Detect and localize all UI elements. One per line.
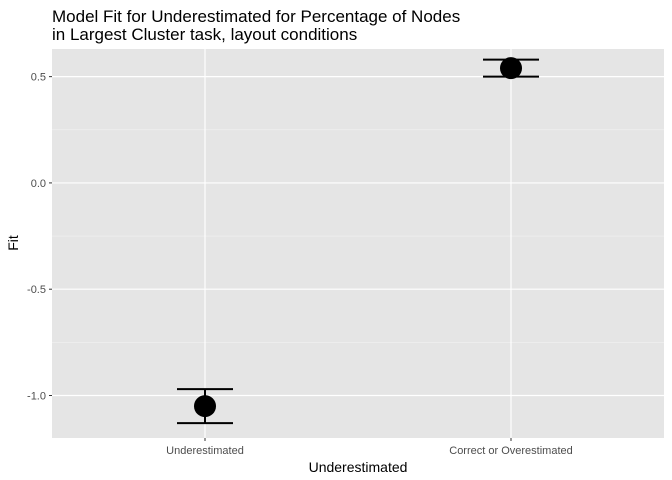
- x-axis-title: Underestimated: [309, 459, 408, 475]
- y-tick-label: 0.5: [31, 72, 46, 84]
- data-marks: [177, 57, 539, 425]
- x-axis: Underestimated Correct or Overestimated: [166, 438, 573, 457]
- plot-panel: [52, 49, 664, 438]
- chart-title-line-2: in Largest Cluster task, layout conditio…: [52, 25, 357, 44]
- data-point: [194, 395, 216, 418]
- x-tick-label: Correct or Overestimated: [449, 445, 572, 457]
- y-tick-label: -1.0: [27, 390, 46, 402]
- minor-gridlines: [52, 129, 664, 343]
- chart-title-line-1: Model Fit for Underestimated for Percent…: [52, 7, 460, 26]
- y-axis-title: Fit: [5, 235, 21, 251]
- major-gridlines: [52, 49, 664, 438]
- y-tick-label: 0.0: [31, 178, 46, 190]
- data-point: [500, 57, 522, 80]
- y-axis: 0.5 0.0 -0.5 -1.0: [27, 72, 52, 402]
- x-tick-label: Underestimated: [166, 445, 244, 457]
- y-tick-label: -0.5: [27, 284, 46, 296]
